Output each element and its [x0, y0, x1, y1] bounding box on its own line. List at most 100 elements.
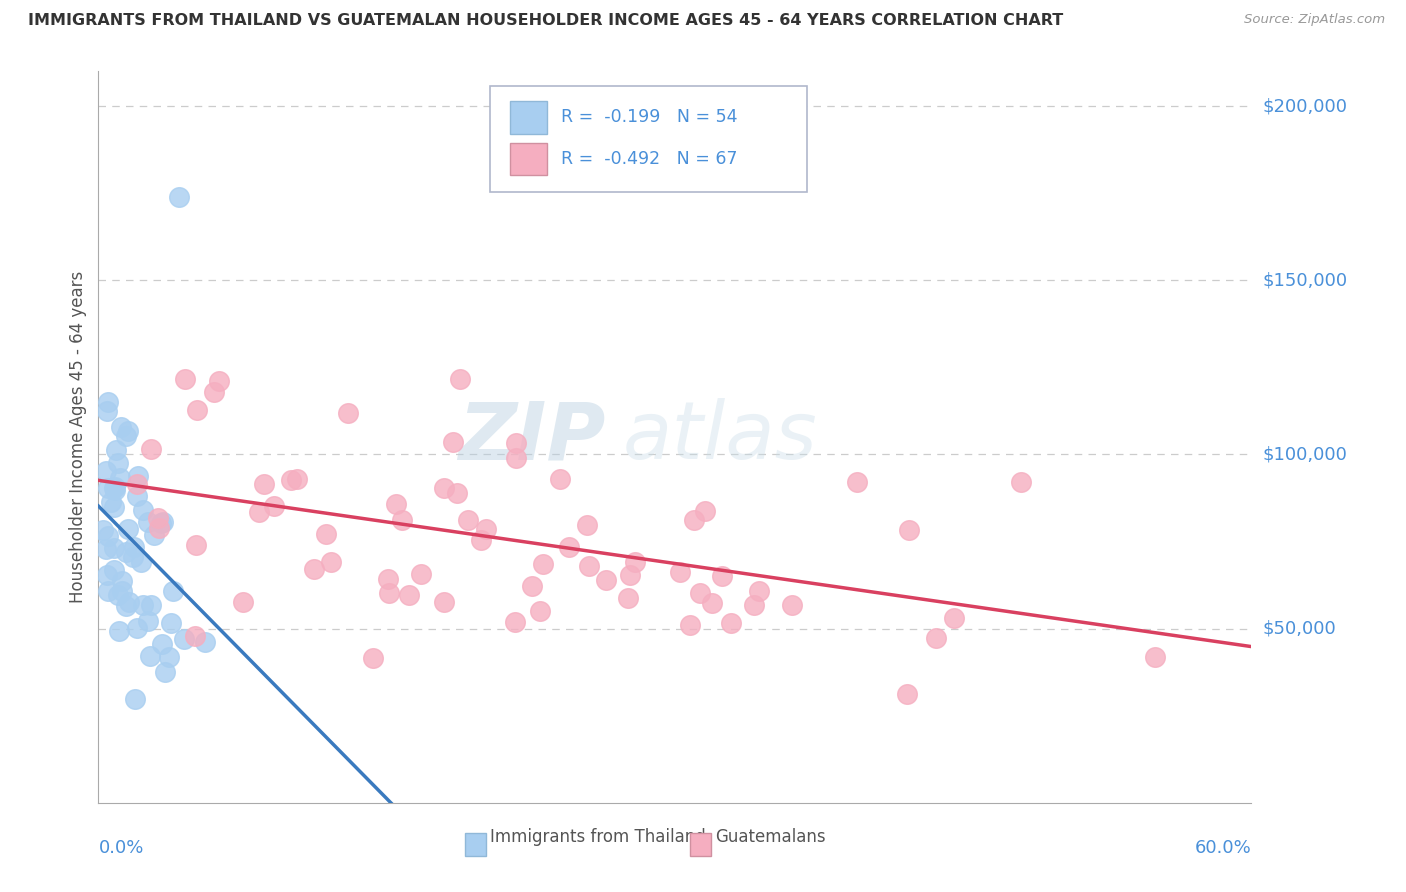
Point [186, 402, 208, 417]
Point [111, 574, 134, 588]
Point [363, 651, 385, 665]
Point [391, 513, 413, 527]
Point [433, 481, 456, 495]
Point [148, 521, 170, 535]
Text: R =  -0.199   N = 54: R = -0.199 N = 54 [561, 109, 737, 127]
Point [742, 599, 765, 613]
Point [503, 615, 526, 630]
Point [157, 649, 180, 664]
Point [441, 435, 464, 450]
Text: Source: ZipAtlas.com: Source: ZipAtlas.com [1244, 13, 1385, 27]
Point [152, 515, 174, 529]
Point [110, 419, 132, 434]
Point [321, 555, 343, 569]
Point [97, 395, 120, 409]
Point [173, 372, 195, 386]
Point [139, 442, 162, 456]
Point [91, 523, 114, 537]
Point [202, 384, 225, 399]
Point [132, 599, 155, 613]
Point [186, 538, 208, 552]
Point [208, 375, 231, 389]
Point [433, 595, 456, 609]
Point [160, 616, 183, 631]
Text: atlas: atlas [623, 398, 818, 476]
Point [183, 629, 205, 643]
Point [97, 481, 120, 495]
Point [94, 464, 117, 478]
Point [942, 611, 965, 625]
Text: $50,000: $50,000 [1263, 620, 1336, 638]
Point [129, 555, 152, 569]
Point [125, 476, 148, 491]
Y-axis label: Householder Income Ages 45 - 64 years: Householder Income Ages 45 - 64 years [69, 271, 87, 603]
Point [689, 586, 711, 600]
Text: $100,000: $100,000 [1263, 445, 1347, 464]
Point [104, 480, 127, 494]
Point [103, 563, 125, 577]
Point [162, 583, 184, 598]
Point [107, 457, 129, 471]
Text: R =  -0.492   N = 67: R = -0.492 N = 67 [561, 150, 737, 168]
Point [470, 533, 492, 548]
Point [337, 406, 360, 420]
Point [96, 567, 118, 582]
Point [595, 573, 617, 587]
Point [263, 499, 285, 513]
Point [449, 372, 471, 386]
Point [558, 541, 581, 555]
Point [103, 541, 125, 555]
Point [138, 648, 160, 663]
Text: Guatemalans: Guatemalans [716, 828, 825, 847]
Point [96, 404, 118, 418]
Point [173, 632, 195, 647]
FancyBboxPatch shape [491, 86, 807, 192]
Point [378, 586, 401, 600]
Point [505, 436, 527, 450]
Point [285, 473, 308, 487]
Point [679, 618, 702, 632]
Point [132, 502, 155, 516]
FancyBboxPatch shape [690, 833, 710, 856]
Text: $200,000: $200,000 [1263, 97, 1347, 115]
Point [117, 425, 139, 439]
Point [97, 584, 120, 599]
Point [575, 517, 598, 532]
Point [117, 522, 139, 536]
Point [315, 526, 337, 541]
Text: IMMIGRANTS FROM THAILAND VS GUATEMALAN HOUSEHOLDER INCOME AGES 45 - 64 YEARS COR: IMMIGRANTS FROM THAILAND VS GUATEMALAN H… [28, 13, 1063, 29]
Point [280, 473, 302, 487]
Point [127, 621, 149, 635]
Text: 60.0%: 60.0% [1195, 839, 1251, 857]
Point [457, 513, 479, 527]
Point [1144, 649, 1167, 664]
Point [253, 476, 276, 491]
Point [122, 549, 145, 564]
FancyBboxPatch shape [510, 102, 547, 134]
Point [384, 497, 406, 511]
Text: $150,000: $150,000 [1263, 271, 1347, 289]
Point [668, 566, 690, 580]
Point [136, 515, 159, 529]
Point [115, 545, 138, 559]
FancyBboxPatch shape [465, 833, 486, 856]
Point [548, 472, 571, 486]
Point [94, 542, 117, 557]
Point [780, 598, 803, 612]
Point [898, 523, 921, 537]
Point [578, 559, 600, 574]
Point [411, 567, 433, 582]
Point [700, 596, 723, 610]
Point [118, 595, 141, 609]
Point [136, 615, 159, 629]
Point [695, 503, 717, 517]
Point [97, 529, 120, 543]
Point [624, 555, 647, 569]
Point [398, 588, 420, 602]
Text: ZIP: ZIP [458, 398, 606, 476]
Point [194, 634, 217, 648]
Point [522, 579, 544, 593]
Point [124, 691, 146, 706]
Point [139, 598, 162, 612]
Point [104, 442, 127, 457]
